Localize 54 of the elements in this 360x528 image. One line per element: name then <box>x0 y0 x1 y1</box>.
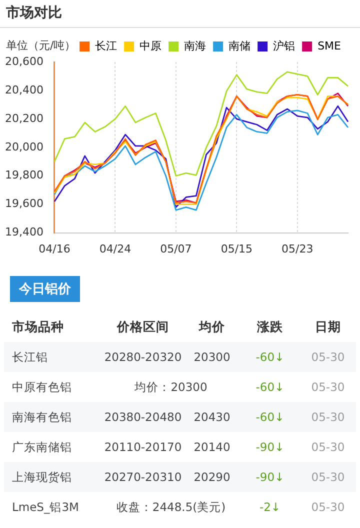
text: 05-30 <box>311 500 345 514</box>
text: 20290 <box>194 470 230 484</box>
text: 收盘：2448.5(美元) <box>116 500 226 514</box>
category-label: 均价 <box>198 318 226 336</box>
category-label: 中原有色铝 <box>12 380 72 394</box>
text: 今日铝价 <box>10 276 80 302</box>
x-tick-label: 05/07 <box>160 242 192 256</box>
y-tick-label: 20,000 <box>4 140 44 154</box>
text: 05-30 <box>311 350 345 364</box>
text: -90↓ <box>256 440 284 454</box>
text: 20380-20480 <box>104 410 182 424</box>
category-label: 市场品种 <box>11 318 65 336</box>
text: 05-30 <box>311 470 345 484</box>
x-tick-label: 04/16 <box>38 242 70 256</box>
chart-title: 市场对比 <box>6 4 62 22</box>
text: 05-30 <box>311 410 345 424</box>
legend-label: SME <box>318 39 342 52</box>
y-tick-label: 20,600 <box>4 54 44 68</box>
y-tick-label: 19,400 <box>4 226 44 239</box>
category-label: 日期 <box>314 318 342 336</box>
text: -60↓ <box>256 380 284 394</box>
y-tick-label: 20,200 <box>4 112 44 125</box>
text: 20300 <box>194 350 230 364</box>
category-label: 南海有色铝 <box>12 410 72 424</box>
x-tick-label: 04/24 <box>99 242 132 256</box>
y-tick-label: 19,600 <box>4 197 44 210</box>
x-tick-label: 05/23 <box>282 242 314 256</box>
category-label: 广东南储铝 <box>12 440 72 454</box>
text: 20110-20170 <box>104 440 182 454</box>
y-tick-label: 20,400 <box>4 83 44 96</box>
category-label: 涨跌 <box>256 318 284 336</box>
text: 05-30 <box>311 440 345 454</box>
legend-label: 中原 <box>140 39 162 52</box>
legend-label: 沪铝 <box>273 39 296 52</box>
text: -2↓ <box>259 500 281 514</box>
y-tick-label: 19,800 <box>4 168 44 182</box>
text: -60↓ <box>256 410 284 424</box>
text: -90↓ <box>256 470 284 484</box>
category-label: 价格区间 <box>116 318 170 336</box>
category-label: 上海现货铝 <box>12 470 72 484</box>
y-axis-title: 单位（元/吨） <box>6 38 76 53</box>
x-tick-label: 05/15 <box>220 242 253 256</box>
text: -60↓ <box>256 350 284 364</box>
text: 20280-20320 <box>104 350 182 364</box>
text: 20270-20310 <box>104 470 182 484</box>
legend-label: 南储 <box>228 39 251 52</box>
text: 20140 <box>194 440 230 454</box>
category-label: LmeS_铝3M <box>12 500 79 514</box>
legend-label: 长江 <box>95 39 118 52</box>
text: 均价：20300 <box>134 380 208 394</box>
text: 20430 <box>194 410 230 424</box>
text: 05-30 <box>311 380 345 394</box>
category-label: 长江铝 <box>12 350 48 364</box>
legend-label: 南海 <box>184 39 206 52</box>
